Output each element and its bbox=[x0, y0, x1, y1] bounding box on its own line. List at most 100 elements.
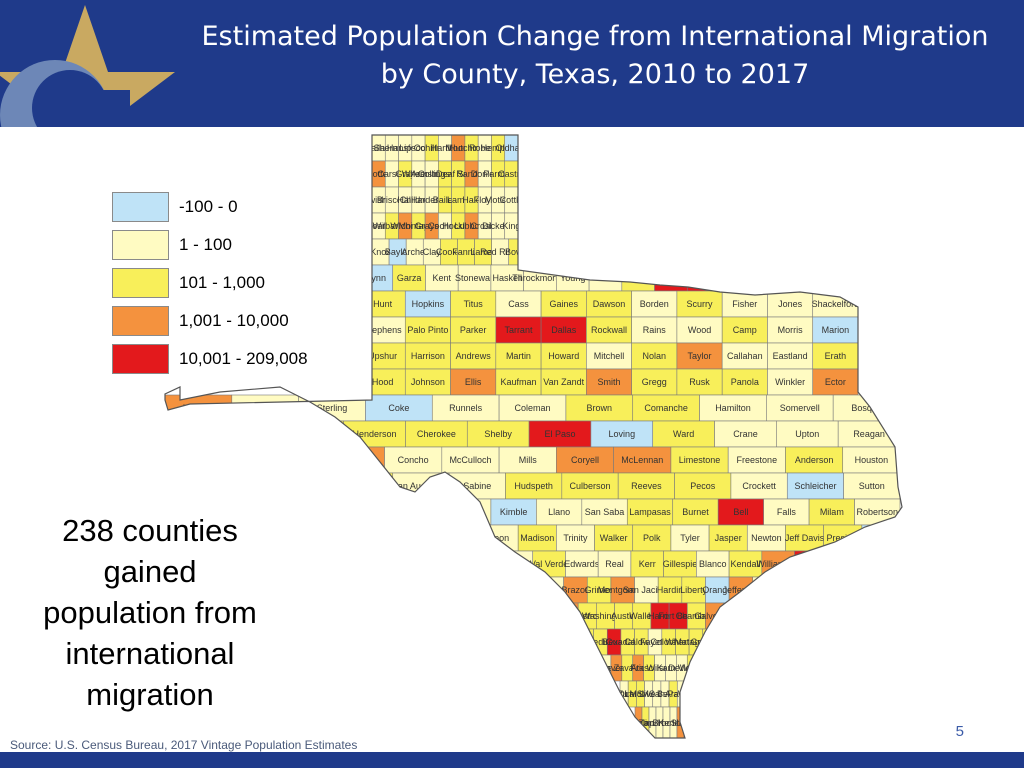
county-label: La Salle bbox=[624, 689, 657, 699]
county-travis bbox=[794, 550, 828, 578]
county-label: Kinney bbox=[737, 611, 765, 621]
county-coryell bbox=[556, 446, 614, 474]
county-label: Lavaca bbox=[709, 637, 738, 647]
county-label: Pecos bbox=[690, 481, 716, 491]
county-label: Jasper bbox=[715, 533, 742, 543]
county-falls bbox=[763, 498, 810, 526]
county-label: Burnet bbox=[682, 507, 709, 517]
county-label: Hardin bbox=[657, 585, 684, 595]
county-label: Kerr bbox=[639, 559, 656, 569]
county-label: Dimmit bbox=[618, 689, 646, 699]
county-bandera bbox=[752, 576, 777, 604]
county-label: Navarro bbox=[297, 429, 329, 439]
county-calhoun bbox=[697, 654, 710, 682]
county-jeff-davis bbox=[785, 524, 824, 552]
county-label: Hale bbox=[462, 195, 481, 205]
county-martin bbox=[495, 342, 542, 370]
county-label: Jones bbox=[778, 299, 803, 309]
county-label: Hall bbox=[397, 195, 413, 205]
county-label: Donley bbox=[471, 169, 500, 179]
county-label: Irion bbox=[290, 455, 308, 465]
county-goliad bbox=[708, 654, 721, 682]
county-madison bbox=[517, 524, 557, 552]
county-tarrant bbox=[495, 316, 542, 344]
county-marion bbox=[812, 316, 859, 344]
county-label: San Jacinto bbox=[623, 585, 670, 595]
county-label: Fort Bend bbox=[658, 611, 698, 621]
county-label: Runnels bbox=[449, 403, 483, 413]
summary-line: population from bbox=[43, 595, 257, 630]
county-label: Cochran bbox=[428, 221, 462, 231]
footer-bar bbox=[0, 752, 1024, 768]
county-callahan bbox=[721, 342, 768, 370]
county-label: Brooks bbox=[652, 718, 681, 728]
county-label: Camp bbox=[733, 325, 757, 335]
county-label: Anderson bbox=[795, 455, 834, 465]
legend-item: -100 - 0 bbox=[112, 188, 308, 226]
county-label: Eastland bbox=[773, 351, 808, 361]
county-label: Bowie bbox=[505, 247, 530, 257]
county-label: Liberty bbox=[680, 585, 708, 595]
county-label: Kenedy bbox=[658, 718, 689, 728]
county-brewster bbox=[861, 524, 901, 552]
county-label: Fayette bbox=[640, 637, 670, 647]
county-label: Reeves bbox=[631, 481, 662, 491]
county-label: Kent bbox=[433, 273, 452, 283]
county-label: Somervell bbox=[780, 403, 820, 413]
legend-swatch bbox=[112, 268, 169, 298]
county-label: Winkler bbox=[775, 377, 805, 387]
county-label: Willacy bbox=[680, 718, 709, 728]
county-label: Childress bbox=[400, 195, 438, 205]
county-label: Kleberg bbox=[630, 718, 661, 728]
county-label: Bell bbox=[733, 507, 748, 517]
legend-item: 101 - 1,000 bbox=[112, 264, 308, 302]
county-label: Red River bbox=[480, 247, 520, 257]
county-uvalde bbox=[579, 628, 594, 656]
county-nacogdoches bbox=[336, 472, 394, 500]
county-label: Brazoria bbox=[716, 611, 750, 621]
county-label: Throckmorton bbox=[512, 273, 568, 283]
county-label: Caldwell bbox=[624, 637, 658, 647]
county-label: Smith bbox=[597, 377, 620, 387]
county-label: Baylor bbox=[385, 247, 411, 257]
county-label: Hardeman bbox=[411, 195, 453, 205]
county-label: Terry bbox=[541, 247, 561, 257]
county-label: Montgomery bbox=[598, 585, 649, 595]
county-hopkins bbox=[404, 290, 451, 318]
county-hill bbox=[219, 420, 283, 448]
county-label: Castro bbox=[498, 169, 525, 179]
county-label: Grayson bbox=[415, 221, 449, 231]
county-label: Karnes bbox=[657, 663, 686, 673]
county-label: Brewster bbox=[863, 533, 899, 543]
county-label: Cottle bbox=[500, 195, 524, 205]
county-label: Wichita bbox=[390, 221, 420, 231]
county-upton bbox=[776, 420, 839, 448]
county-label: Zavala bbox=[614, 663, 641, 673]
county-label: Aransas bbox=[665, 689, 699, 699]
summary-line: 238 counties bbox=[62, 513, 238, 548]
county-label: Harrison bbox=[411, 351, 445, 361]
legend-swatch bbox=[112, 230, 169, 260]
county-label: Comanche bbox=[644, 403, 688, 413]
county-label: Wheeler bbox=[402, 169, 436, 179]
county-label: Jeff Davis bbox=[785, 533, 825, 543]
legend-label: 10,001 - 209,008 bbox=[179, 349, 308, 368]
county-mcculloch bbox=[441, 446, 500, 474]
county-lavaca bbox=[716, 628, 731, 656]
county-label: Taylor bbox=[688, 351, 712, 361]
county-label: Knox bbox=[370, 247, 391, 257]
county-label: Ward bbox=[673, 429, 694, 439]
county-label: Ector bbox=[825, 377, 846, 387]
county-tom-green bbox=[326, 446, 385, 474]
county-label: McLennan bbox=[621, 455, 663, 465]
county-label: Loving bbox=[609, 429, 636, 439]
county-label: Denton bbox=[656, 273, 685, 283]
county-label: Coke bbox=[388, 403, 409, 413]
county-label: Titus bbox=[464, 299, 484, 309]
county-label: Val Verde bbox=[530, 559, 568, 569]
county-label: Fannin bbox=[452, 247, 480, 257]
legend-swatch bbox=[112, 306, 169, 336]
county-label: Wilbarger bbox=[373, 221, 412, 231]
county-label: El Paso bbox=[544, 429, 575, 439]
county-winkler bbox=[767, 368, 814, 396]
